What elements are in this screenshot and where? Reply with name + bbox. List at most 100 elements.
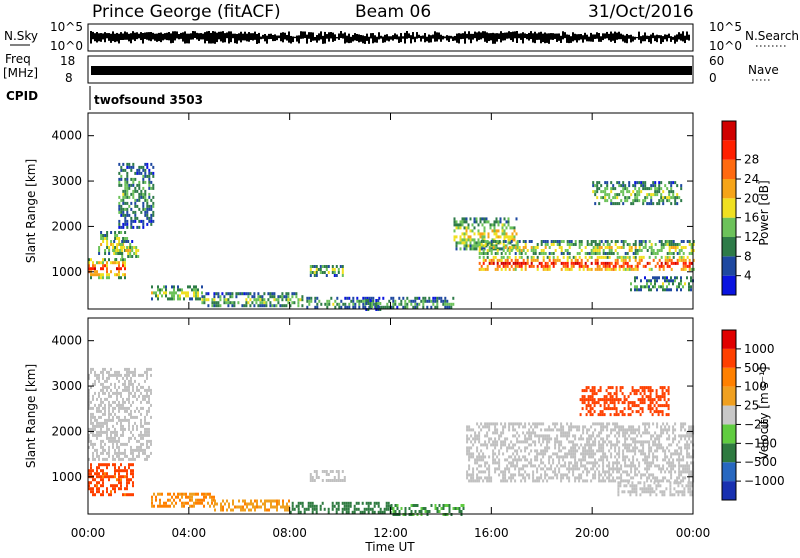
- velocity-cell: [242, 505, 244, 509]
- power-cell: [132, 180, 135, 184]
- velocity-cell: [649, 395, 652, 399]
- power-cell: [179, 288, 181, 292]
- velocity-cell: [498, 458, 501, 462]
- velocity-cell: [654, 440, 657, 444]
- velocity-cell: [642, 473, 645, 477]
- velocity-cell: [600, 458, 603, 462]
- power-cell: [660, 246, 663, 249]
- power-cell: [237, 301, 240, 305]
- velocity-cell: [90, 466, 92, 470]
- power-cell: [100, 243, 103, 246]
- velocity-cell: [282, 502, 284, 506]
- velocity-cell: [98, 454, 100, 458]
- velocity-cell: [414, 510, 417, 513]
- power-cell: [608, 261, 611, 265]
- velocity-cell: [612, 428, 615, 432]
- power-cell: [608, 196, 611, 200]
- power-cell: [638, 288, 640, 292]
- velocity-cell: [114, 391, 116, 395]
- velocity-cell: [167, 492, 169, 496]
- velocity-cell: [662, 479, 665, 483]
- velocity-cell: [234, 505, 236, 509]
- velocity-cell: [90, 439, 92, 443]
- velocity-cell: [682, 470, 685, 474]
- power-cell: [257, 295, 260, 299]
- power-cell: [119, 252, 122, 255]
- velocity-cell: [572, 455, 575, 459]
- velocity-cell: [584, 425, 587, 429]
- velocity-cell: [488, 476, 491, 480]
- velocity-cell: [682, 434, 685, 438]
- velocity-cell: [639, 398, 642, 402]
- power-cell: [664, 279, 666, 283]
- power-cell: [388, 299, 391, 303]
- velocity-cell: [592, 476, 595, 480]
- velocity-cell: [136, 454, 138, 458]
- velocity-cell: [592, 443, 595, 447]
- velocity-cell: [270, 502, 272, 506]
- velocity-cell: [102, 490, 104, 494]
- velocity-cell: [319, 504, 322, 508]
- power-cell: [457, 226, 460, 230]
- power-cell: [606, 187, 609, 191]
- velocity-cell: [100, 493, 102, 497]
- velocity-cell: [639, 413, 642, 417]
- velocity-cell: [528, 428, 531, 432]
- power-cell: [493, 229, 496, 233]
- power-cell: [455, 226, 458, 230]
- velocity-cell: [329, 470, 332, 473]
- velocity-cell: [530, 431, 533, 435]
- velocity-cell: [655, 487, 658, 491]
- velocity-cell: [478, 437, 481, 441]
- velocity-cell: [106, 466, 108, 470]
- velocity-cell: [602, 437, 605, 441]
- velocity-cell: [130, 451, 132, 455]
- power-cell: [104, 249, 107, 252]
- power-cell: [668, 190, 671, 194]
- freq-tick-top: 18: [60, 54, 75, 68]
- velocity-cell: [522, 431, 525, 435]
- velocity-cell: [124, 388, 126, 392]
- velocity-cell: [282, 505, 284, 509]
- velocity-cell: [289, 510, 292, 514]
- velocity-cell: [616, 461, 619, 465]
- velocity-cell: [331, 470, 334, 473]
- velocity-cell: [193, 501, 195, 505]
- power-cell: [682, 267, 685, 271]
- power-cell: [132, 192, 135, 196]
- power-cell: [511, 232, 514, 236]
- velocity-cell: [94, 382, 96, 386]
- velocity-cell: [197, 501, 199, 505]
- power-cell: [171, 297, 173, 301]
- velocity-cell: [580, 458, 583, 462]
- power-cell: [392, 302, 395, 306]
- power-cell: [261, 301, 264, 305]
- power-cell: [179, 297, 181, 301]
- velocity-cell: [120, 484, 122, 488]
- velocity-cell: [132, 370, 134, 374]
- power-cell: [568, 255, 571, 259]
- velocity-cell: [134, 448, 136, 452]
- power-cell: [459, 235, 462, 239]
- power-cell: [580, 258, 583, 262]
- velocity-cell: [576, 461, 579, 465]
- velocity-cell: [653, 398, 656, 402]
- velocity-cell: [644, 425, 647, 429]
- velocity-cell: [574, 467, 577, 471]
- power-cell: [98, 249, 101, 252]
- velocity-cell: [118, 418, 120, 422]
- velocity-cell: [387, 504, 390, 508]
- velocity-cell: [594, 470, 597, 474]
- velocity-cell: [530, 434, 533, 438]
- velocity-cell: [392, 510, 395, 513]
- power-cell: [530, 249, 533, 252]
- velocity-cell: [656, 422, 659, 426]
- power-cell: [455, 247, 458, 251]
- power-cell: [494, 255, 497, 259]
- power-cell: [654, 264, 657, 268]
- power-cell: [335, 274, 338, 277]
- velocity-cell: [650, 479, 653, 483]
- velocity-cell: [128, 466, 130, 470]
- velocity-cell: [632, 425, 635, 429]
